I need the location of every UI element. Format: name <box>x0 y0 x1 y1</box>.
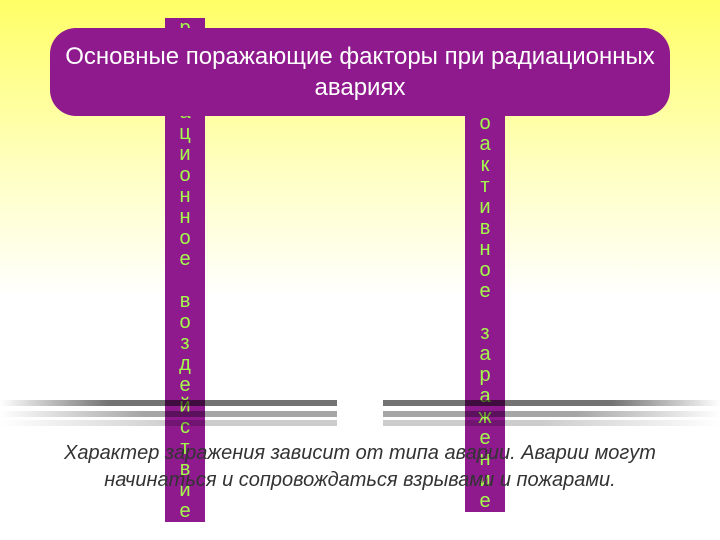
title-text: Основные поражающие факторы при радиацио… <box>64 41 656 103</box>
title-box: Основные поражающие факторы при радиацио… <box>50 28 670 116</box>
decor-stripe-gap <box>337 395 383 430</box>
footer-text: Характер заражения зависит от типа авари… <box>0 440 720 494</box>
